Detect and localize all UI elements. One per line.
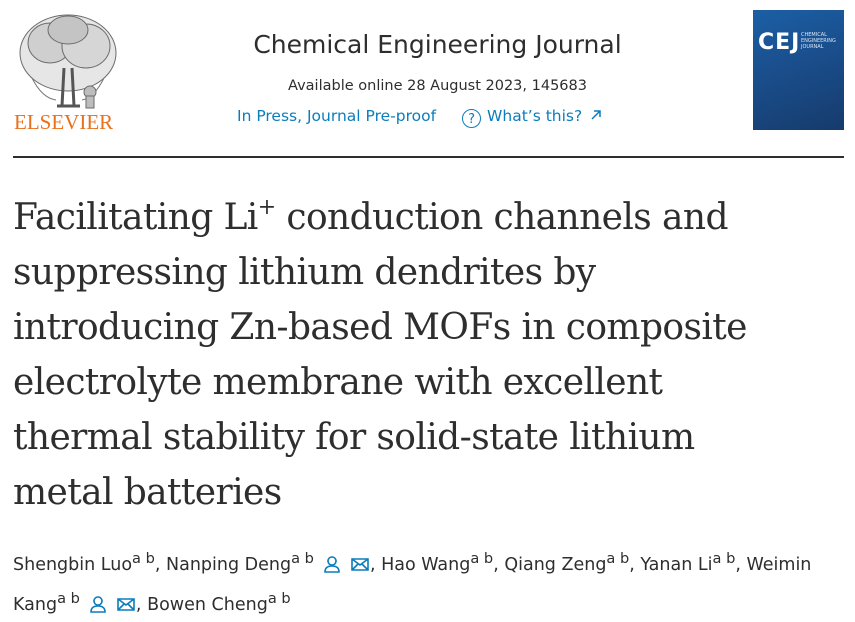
cover-subtitle: CHEMICAL ENGINEERING JOURNAL	[801, 32, 836, 50]
author-name[interactable]: Nanping Deng	[166, 554, 292, 575]
journal-cover[interactable]: CEJ CHEMICAL ENGINEERING JOURNAL	[753, 10, 844, 130]
title-line: thermal stability for solid-state lithiu…	[13, 417, 695, 458]
help-link[interactable]: What’s this?	[487, 107, 583, 125]
affiliation[interactable]: a b	[291, 550, 314, 567]
affiliation[interactable]: a b	[712, 550, 736, 567]
availability: Available online 28 August 2023, 145683	[288, 78, 587, 94]
cover-title: CEJ	[758, 30, 801, 55]
separator: ,	[493, 554, 499, 575]
affiliation[interactable]: a b	[57, 589, 80, 607]
title-text: conduction channels and	[275, 197, 728, 238]
separator: ,	[629, 554, 635, 575]
author-name[interactable]: Hao Wang	[381, 554, 471, 575]
person-icon[interactable]	[88, 595, 108, 613]
email-glyph	[117, 597, 135, 611]
author-name[interactable]: Weimin Kang	[13, 554, 812, 615]
divider	[13, 156, 844, 158]
affiliation[interactable]: a b	[267, 589, 291, 607]
author: Nanping Denga b,	[166, 550, 376, 575]
title-line: Facilitating Li+ conduction channels and	[13, 190, 747, 245]
title-line: introducing Zn-based MOFs in composite	[13, 307, 747, 348]
title-line: electrolyte membrane with excellent	[13, 362, 663, 403]
author-list: Shengbin Luoa b, Nanping Denga b, Hao Wa…	[13, 542, 843, 622]
title-line: suppressing lithium dendrites by	[13, 252, 596, 293]
author-name[interactable]: Yanan Li	[640, 554, 713, 575]
title-sup: +	[257, 195, 276, 220]
affiliation[interactable]: a b	[606, 550, 630, 567]
person-glyph	[90, 595, 106, 613]
author-name[interactable]: Bowen Cheng	[147, 594, 268, 615]
separator: ,	[154, 554, 161, 575]
email-icon[interactable]	[116, 595, 136, 613]
status-text[interactable]: In Press, Journal Pre-proof	[237, 107, 437, 125]
author: Bowen Chenga b	[147, 590, 291, 615]
author: Yanan Lia b,	[640, 550, 741, 575]
author: Weimin Kanga b,	[13, 555, 811, 615]
author-name[interactable]: Qiang Zeng	[504, 554, 607, 575]
author-name[interactable]: Shengbin Luo	[13, 554, 133, 575]
person-icon[interactable]	[322, 555, 342, 573]
email-glyph	[351, 558, 369, 571]
affiliation[interactable]: a b	[132, 550, 155, 567]
article-title: Facilitating Li+ conduction channels and…	[13, 190, 747, 520]
author: Qiang Zenga b,	[504, 550, 635, 575]
affiliation[interactable]: a b	[470, 550, 494, 567]
external-icon[interactable]	[590, 109, 602, 121]
publisher-logo[interactable]	[12, 8, 124, 136]
separator: ,	[369, 554, 376, 575]
journal-name[interactable]: Chemical Engineering Journal	[253, 30, 622, 59]
help-icon[interactable]: ?	[462, 109, 482, 128]
separator: ,	[735, 554, 741, 575]
publisher-name: ELSEVIER	[14, 110, 114, 134]
title-line: metal batteries	[13, 472, 282, 513]
status: In Press, Journal Pre-proof? What’s this?	[237, 107, 602, 128]
author: Hao Wanga b,	[381, 550, 499, 575]
author: Shengbin Luoa b,	[13, 550, 161, 575]
separator: ,	[135, 594, 142, 615]
person-glyph	[324, 556, 340, 573]
title-text: Facilitating Li	[13, 197, 258, 238]
email-icon[interactable]	[350, 555, 370, 573]
